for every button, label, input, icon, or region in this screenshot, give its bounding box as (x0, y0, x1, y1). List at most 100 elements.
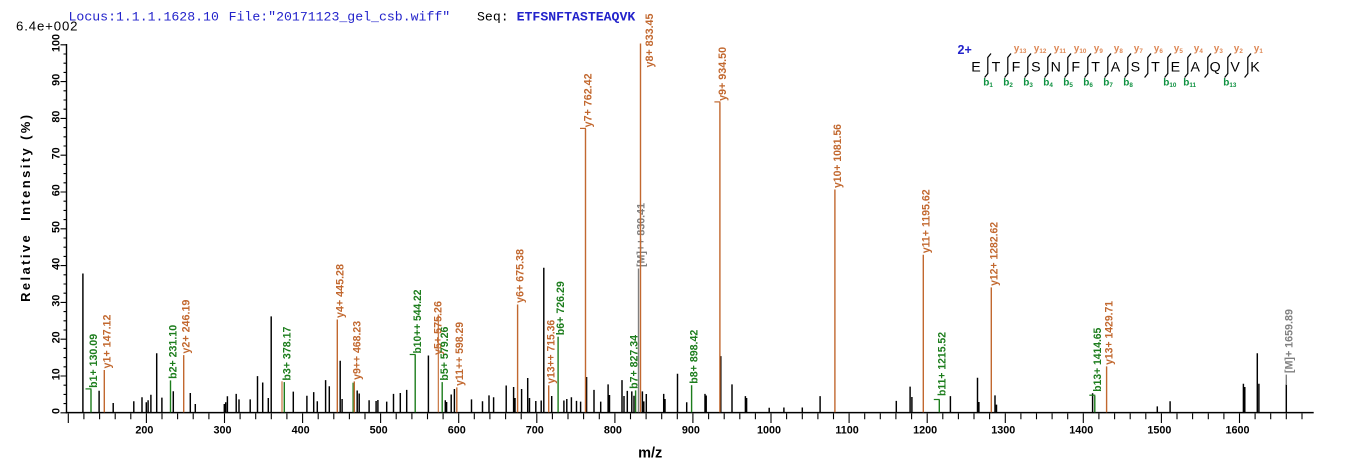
svg-text:y9+ 934.50: y9+ 934.50 (717, 47, 729, 101)
svg-text:1500: 1500 (1147, 425, 1171, 437)
svg-text:y5+ 575.26: y5+ 575.26 (432, 301, 444, 355)
svg-text:y12+ 1282.62: y12+ 1282.62 (988, 222, 1000, 286)
svg-text:b1+ 130.09: b1+ 130.09 (88, 334, 100, 388)
svg-text:50: 50 (51, 221, 63, 233)
svg-text:70: 70 (51, 147, 63, 159)
svg-text:10: 10 (51, 368, 63, 380)
svg-text:y4: y4 (1194, 44, 1204, 56)
svg-text:y10+ 1081.56: y10+ 1081.56 (832, 124, 844, 188)
svg-text:E: E (1171, 60, 1180, 76)
svg-text:40: 40 (51, 258, 63, 270)
svg-text:K: K (1250, 60, 1260, 76)
svg-text:b4: b4 (1043, 78, 1053, 90)
svg-text:90: 90 (51, 74, 63, 86)
svg-text:y6: y6 (1154, 44, 1164, 56)
svg-text:b5: b5 (1063, 78, 1073, 90)
svg-text:y12: y12 (1034, 44, 1047, 56)
svg-text:1400: 1400 (1069, 425, 1093, 437)
svg-text:y9++ 468.23: y9++ 468.23 (351, 321, 363, 380)
svg-text:y9: y9 (1094, 44, 1104, 56)
svg-text:b13: b13 (1223, 78, 1237, 90)
svg-text:700: 700 (526, 425, 544, 437)
svg-text:y4+ 445.28: y4+ 445.28 (334, 264, 346, 318)
svg-text:y11+ 1195.62: y11+ 1195.62 (920, 189, 932, 253)
svg-text:ETFSNFTASTEAQVK: ETFSNFTASTEAQVK (517, 10, 636, 25)
svg-text:1600: 1600 (1225, 425, 1249, 437)
svg-text:b11: b11 (1183, 78, 1196, 90)
svg-text:S: S (1031, 60, 1040, 76)
svg-text:80: 80 (51, 111, 63, 123)
svg-text:Locus:1.1.1.1628.10: Locus:1.1.1.1628.10 (69, 10, 219, 25)
svg-text:y8: y8 (1114, 44, 1124, 56)
svg-text:[M]+ 1659.89: [M]+ 1659.89 (1283, 309, 1295, 373)
svg-text:100: 100 (51, 34, 63, 52)
svg-text:b1: b1 (983, 78, 993, 90)
svg-text:y8+ 833.45: y8+ 833.45 (644, 14, 656, 68)
svg-text:y13+ 1429.71: y13+ 1429.71 (1104, 301, 1116, 365)
svg-text:600: 600 (448, 425, 466, 437)
svg-text:T: T (992, 60, 1001, 76)
svg-text:b2+ 231.10: b2+ 231.10 (168, 325, 180, 379)
svg-text:y5: y5 (1174, 44, 1184, 56)
svg-text:b7+ 827.34: b7+ 827.34 (629, 334, 641, 389)
svg-text:y13: y13 (1014, 44, 1027, 56)
svg-text:b2: b2 (1003, 78, 1013, 90)
svg-text:y2: y2 (1234, 44, 1244, 56)
svg-text:F: F (1012, 60, 1021, 76)
svg-text:N: N (1051, 60, 1061, 76)
svg-text:y3: y3 (1214, 44, 1224, 56)
svg-text:File:"20171123_gel_csb.wiff": File:"20171123_gel_csb.wiff" (229, 10, 451, 25)
svg-text:b13+ 1414.65: b13+ 1414.65 (1092, 328, 1104, 392)
svg-text:V: V (1230, 60, 1240, 76)
svg-text:0: 0 (51, 408, 63, 414)
svg-text:y6+ 675.38: y6+ 675.38 (515, 249, 527, 303)
svg-text:Seq:: Seq: (477, 10, 509, 25)
svg-text:500: 500 (370, 425, 388, 437)
svg-text:b8: b8 (1123, 78, 1133, 90)
svg-text:y2+ 246.19: y2+ 246.19 (181, 300, 193, 354)
svg-text:b10++ 544.22: b10++ 544.22 (412, 290, 424, 354)
svg-text:A: A (1190, 60, 1200, 76)
svg-text:b8+ 898.42: b8+ 898.42 (689, 330, 701, 384)
svg-text:1000: 1000 (757, 425, 781, 437)
svg-text:1300: 1300 (991, 425, 1015, 437)
svg-text:T: T (1151, 60, 1160, 76)
svg-text:m/z: m/z (638, 446, 662, 462)
svg-text:6.4e+002: 6.4e+002 (16, 19, 78, 34)
svg-text:30: 30 (51, 295, 63, 307)
svg-text:b7: b7 (1103, 78, 1113, 90)
svg-text:y7: y7 (1134, 44, 1144, 56)
svg-text:400: 400 (292, 425, 310, 437)
svg-text:2+: 2+ (958, 43, 972, 57)
svg-text:y11++ 598.29: y11++ 598.29 (454, 322, 466, 386)
svg-text:b6+ 726.29: b6+ 726.29 (555, 281, 567, 335)
svg-text:60: 60 (51, 184, 63, 196)
svg-text:y13++ 715.36: y13++ 715.36 (546, 320, 558, 384)
svg-text:A: A (1111, 60, 1121, 76)
svg-text:y1+ 147.12: y1+ 147.12 (101, 315, 113, 369)
svg-text:1200: 1200 (913, 425, 937, 437)
svg-text:b3: b3 (1023, 78, 1033, 90)
svg-text:b3+ 378.17: b3+ 378.17 (281, 327, 293, 381)
svg-text:Q: Q (1210, 60, 1221, 76)
svg-text:y7+ 762.42: y7+ 762.42 (583, 73, 595, 127)
svg-text:b10: b10 (1163, 78, 1177, 90)
svg-text:T: T (1091, 60, 1100, 76)
svg-text:F: F (1071, 60, 1080, 76)
svg-text:300: 300 (213, 425, 231, 437)
svg-text:800: 800 (604, 425, 622, 437)
svg-text:b6: b6 (1083, 78, 1093, 90)
svg-text:1100: 1100 (835, 425, 858, 437)
svg-text:[M]++ 830.41: [M]++ 830.41 (636, 203, 648, 267)
svg-text:y10: y10 (1074, 44, 1087, 56)
svg-text:y1: y1 (1254, 44, 1264, 56)
svg-text:S: S (1131, 60, 1140, 76)
svg-text:Relative Intensity (%): Relative Intensity (%) (18, 115, 33, 302)
svg-text:900: 900 (682, 425, 700, 437)
svg-text:E: E (971, 60, 980, 76)
svg-text:b5+ 579.26: b5+ 579.26 (439, 327, 451, 381)
svg-text:y11: y11 (1054, 44, 1067, 56)
svg-text:b11+ 1215.52: b11+ 1215.52 (936, 332, 948, 396)
svg-text:20: 20 (51, 331, 63, 343)
svg-text:200: 200 (135, 425, 153, 437)
